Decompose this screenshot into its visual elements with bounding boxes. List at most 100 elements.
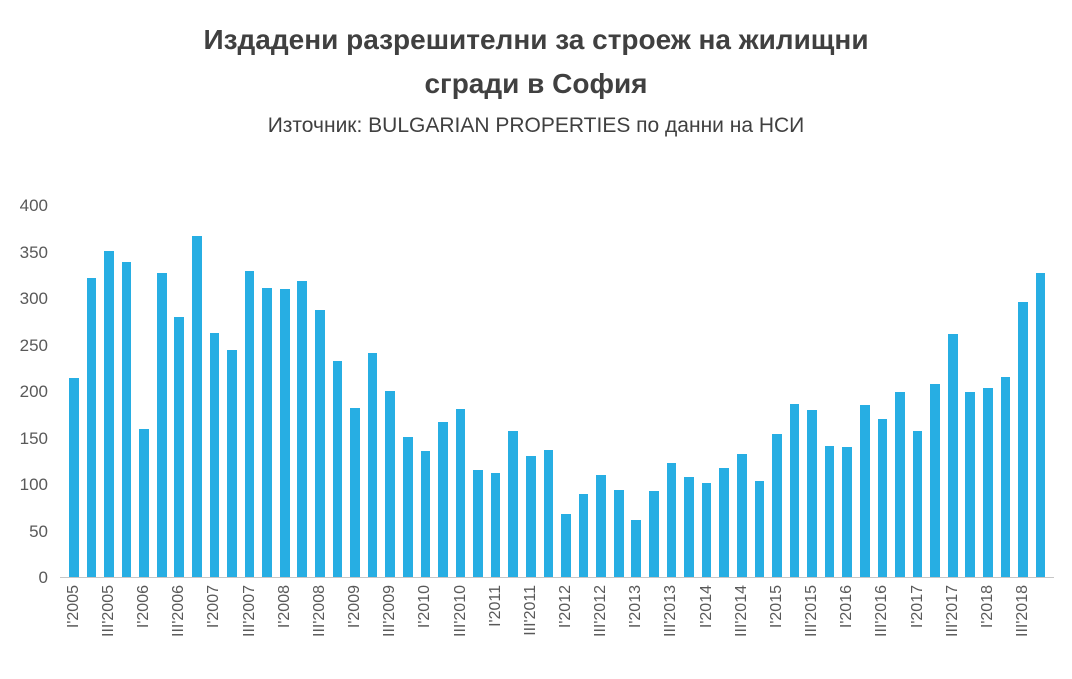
bar-slot <box>487 206 505 577</box>
x-tick-label: III'2016 <box>873 585 891 637</box>
x-tick-label: I'2006 <box>135 585 153 629</box>
x-axis-spacer <box>6 578 60 664</box>
bar-slot <box>540 206 558 577</box>
x-tick-cell <box>223 578 241 664</box>
bar <box>578 493 589 577</box>
x-tick-label: I'2008 <box>275 585 293 629</box>
x-tick-cell: III'2014 <box>733 578 751 664</box>
chart-subtitle: Източник: BULGARIAN PROPERTIES по данни … <box>267 114 805 137</box>
bar <box>420 450 431 577</box>
bar <box>754 480 765 577</box>
x-tick-cell: III'2005 <box>100 578 118 664</box>
bar-slot <box>856 206 874 577</box>
x-tick-cell <box>504 578 522 664</box>
x-tick-cell: III'2018 <box>1014 578 1032 664</box>
bar-slot <box>522 206 540 577</box>
x-tick-label: III'2017 <box>943 585 961 637</box>
x-tick-cell: I'2006 <box>135 578 153 664</box>
bar <box>983 387 993 577</box>
bar-slot <box>786 206 804 577</box>
bar <box>86 278 97 577</box>
x-tick-cell: I'2010 <box>416 578 435 664</box>
bar <box>367 352 378 577</box>
bar-slot <box>698 206 716 577</box>
bar <box>684 476 694 577</box>
bar-slot <box>135 206 153 577</box>
x-tick-cell: III'2016 <box>873 578 892 664</box>
x-tick-cell <box>575 578 593 664</box>
bar <box>262 287 272 577</box>
x-tick-cell <box>294 578 312 664</box>
bar-slot <box>83 206 101 577</box>
bar <box>315 309 325 577</box>
bar <box>192 235 202 577</box>
y-axis: 0 50 100 150 200 250 300 350 400 <box>6 196 60 587</box>
x-tick-cell <box>469 578 487 664</box>
bar <box>772 434 782 577</box>
x-tick-label: III'2009 <box>381 585 399 637</box>
bar-slot <box>241 206 259 577</box>
bar-slot <box>874 206 892 577</box>
bar-slot <box>628 206 646 577</box>
y-tick-label: 250 <box>19 335 48 355</box>
chart-title-line1: Издадени разрешителни за строеж на жилищ… <box>203 24 869 55</box>
bar <box>701 483 712 577</box>
bar-slot <box>610 206 628 577</box>
bar <box>947 334 958 577</box>
bar <box>543 449 554 577</box>
x-tick-cell: I'2013 <box>627 578 646 664</box>
bar <box>209 333 220 577</box>
x-tick-label: III'2005 <box>99 585 117 637</box>
x-tick-cell: I'2007 <box>205 578 224 664</box>
bar-slot <box>364 206 382 577</box>
bar-slot <box>680 206 698 577</box>
bar-slot <box>944 206 962 577</box>
bar <box>649 490 659 577</box>
bar-slot <box>909 206 927 577</box>
plot-area <box>60 206 1054 578</box>
x-tick-label: III'2010 <box>451 585 469 637</box>
y-tick-label: 350 <box>19 242 48 262</box>
bar-slot <box>346 206 364 577</box>
x-tick-label: III'2015 <box>803 585 821 637</box>
chart-title-line2: сгради в София <box>424 68 648 99</box>
chart-title: Издадени разрешителни за строеж на жилищ… <box>0 18 1072 106</box>
bar <box>385 390 396 577</box>
x-tick-cell <box>961 578 979 664</box>
x-tick-label: I'2015 <box>767 585 785 629</box>
bar <box>895 391 905 577</box>
x-tick-cell: III'2017 <box>944 578 962 664</box>
x-tick-cell: III'2012 <box>592 578 610 664</box>
bar-slot <box>504 206 522 577</box>
bar-slot <box>153 206 171 577</box>
x-tick-cell <box>997 578 1015 664</box>
bar-slot <box>575 206 593 577</box>
bar <box>174 317 185 577</box>
bar-slot <box>417 206 435 577</box>
bar <box>227 349 237 577</box>
bar <box>631 519 642 577</box>
bar-slot <box>311 206 329 577</box>
plot-row: 0 50 100 150 200 250 300 350 400 <box>6 196 1054 587</box>
bar-slot <box>733 206 751 577</box>
bar-slot <box>434 206 452 577</box>
x-tick-cell: III'2011 <box>522 578 540 664</box>
x-tick-cell <box>680 578 698 664</box>
x-tick-cell <box>821 578 839 664</box>
x-tick-cell <box>258 578 276 664</box>
bar-slot <box>399 206 417 577</box>
x-tick-label: III'2006 <box>170 585 188 637</box>
bar-slot <box>645 206 663 577</box>
bar-slot <box>1014 206 1032 577</box>
x-tick-cell: I'2012 <box>557 578 575 664</box>
bar-slot <box>329 206 347 577</box>
x-tick-label: I'2014 <box>697 585 715 629</box>
bar <box>912 431 923 577</box>
x-tick-label: III'2014 <box>732 585 750 637</box>
x-tick-label: III'2007 <box>240 585 258 637</box>
bar <box>807 410 817 577</box>
y-tick-label: 50 <box>29 521 48 541</box>
x-tick-cell: III'2007 <box>241 578 259 664</box>
x-tick-cell <box>856 578 874 664</box>
bar-slot <box>188 206 206 577</box>
